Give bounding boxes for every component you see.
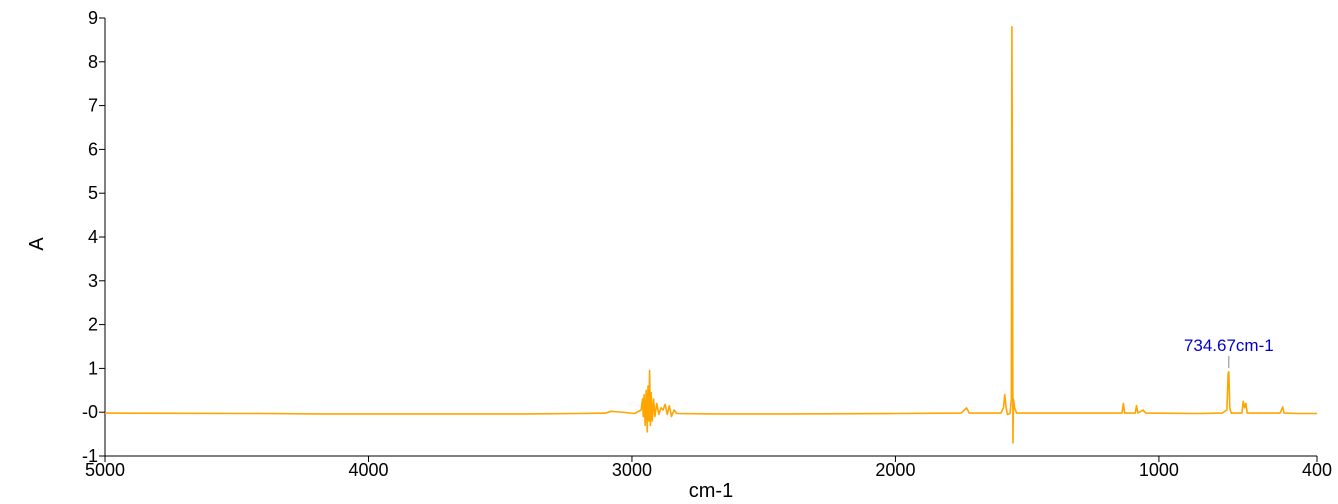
x-tick-label: 5000 (85, 460, 125, 480)
y-tick-label: 8 (88, 52, 98, 72)
x-tick-label: 1000 (1139, 460, 1179, 480)
y-tick-label: 1 (88, 358, 98, 378)
spectrum-line (104, 25, 1317, 444)
y-tick-label: -0 (82, 402, 98, 422)
x-tick-label: 4000 (348, 460, 388, 480)
y-tick-label: 5 (88, 183, 98, 203)
plot-area (104, 25, 1317, 444)
y-axis-ticks: -1 -0 1 2 3 4 5 6 7 8 9 (82, 8, 105, 466)
x-axis-ticks: 5000 4000 3000 2000 1000 400 (85, 456, 1332, 480)
x-tick-label: 3000 (612, 460, 652, 480)
x-tick-label: 400 (1302, 460, 1332, 480)
y-tick-label: 2 (88, 315, 98, 335)
x-tick-label: 2000 (875, 460, 915, 480)
y-tick-label: 6 (88, 139, 98, 159)
y-tick-label: 4 (88, 227, 98, 247)
y-axis-title: A (26, 237, 48, 251)
y-tick-label: 9 (88, 8, 98, 28)
x-axis-title: cm-1 (689, 480, 733, 502)
y-tick-label: -1 (82, 446, 98, 466)
peak-label: 734.67cm-1 (1184, 336, 1274, 355)
y-tick-label: 7 (88, 96, 98, 116)
chart-axes (104, 18, 1317, 457)
y-tick-label: 3 (88, 271, 98, 291)
peak-annotations: 734.67cm-1 (1184, 336, 1274, 368)
